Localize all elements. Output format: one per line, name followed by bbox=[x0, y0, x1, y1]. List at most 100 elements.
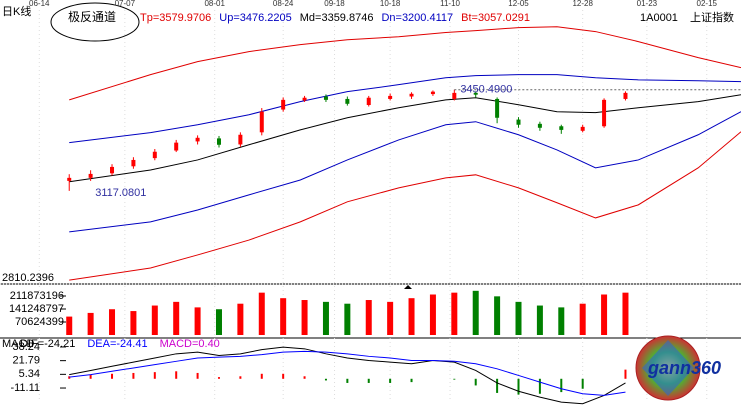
volume-bar bbox=[344, 303, 351, 335]
x-tick-label: 11-10 bbox=[440, 0, 460, 8]
channel-line bbox=[69, 131, 741, 281]
symbol: 1A0001 bbox=[640, 12, 678, 24]
volume-bar bbox=[87, 312, 94, 335]
volume-bar bbox=[237, 303, 244, 335]
candle-body bbox=[345, 98, 350, 104]
high-annotation: 3450.4900 bbox=[460, 84, 512, 96]
candle-body bbox=[88, 173, 93, 178]
macd-bar bbox=[303, 376, 306, 379]
candle-body bbox=[67, 177, 72, 181]
marker bbox=[404, 285, 412, 289]
macd-bar bbox=[68, 376, 71, 379]
volume-bar bbox=[130, 311, 137, 335]
macd-bar bbox=[132, 372, 135, 379]
channel-line bbox=[69, 26, 741, 101]
legend-label: DIF=-24.21 bbox=[20, 338, 75, 350]
volume-bar bbox=[472, 290, 479, 335]
volume-bar bbox=[66, 316, 73, 335]
legend-label: Bt=3057.0291 bbox=[461, 12, 530, 24]
candle-body bbox=[602, 99, 607, 127]
volume-bar bbox=[601, 294, 608, 335]
x-tick-label: 12-28 bbox=[572, 0, 593, 8]
volume-bar bbox=[280, 298, 287, 335]
macd-bar bbox=[153, 372, 156, 379]
candle-body bbox=[110, 166, 115, 174]
x-tick-label: 12-05 bbox=[508, 0, 529, 8]
volume-bar bbox=[194, 307, 201, 335]
x-tick-label: 07-07 bbox=[115, 0, 136, 8]
x-tick-label: 01-23 bbox=[637, 0, 658, 8]
candle-body bbox=[323, 96, 328, 100]
volume-bar bbox=[365, 300, 372, 335]
volume-bar bbox=[173, 301, 180, 335]
volume-bar bbox=[558, 307, 565, 335]
macd-bar bbox=[89, 374, 92, 379]
volume-bar bbox=[515, 301, 522, 335]
candle-body bbox=[195, 137, 200, 142]
macd-bar bbox=[111, 373, 114, 379]
macd-bar bbox=[453, 378, 456, 380]
volume-bar bbox=[494, 296, 501, 335]
macd-bar bbox=[624, 369, 627, 379]
channel-line bbox=[69, 94, 741, 183]
y-tick-label: 70624399 bbox=[15, 316, 64, 328]
x-tick-label: 10-18 bbox=[380, 0, 401, 8]
volume-bar bbox=[429, 294, 436, 335]
y-tick-label: 5.34 bbox=[19, 368, 40, 380]
y-tick-label: 141248797 bbox=[9, 303, 64, 315]
macd-bar bbox=[538, 378, 541, 394]
candle-body bbox=[559, 126, 564, 130]
candle-body bbox=[152, 151, 157, 159]
volume-bar bbox=[536, 305, 543, 335]
candle-body bbox=[409, 93, 414, 97]
macd-bar bbox=[217, 377, 220, 379]
candle-body bbox=[495, 98, 500, 118]
macd-bar bbox=[581, 378, 584, 389]
volume-bar bbox=[408, 298, 415, 335]
y-tick-label: 2810.2396 bbox=[2, 272, 54, 284]
candle-body bbox=[473, 92, 478, 95]
legend-label: Tp=3579.9706 bbox=[140, 12, 211, 24]
candle-body bbox=[537, 123, 542, 128]
macd-bar bbox=[410, 378, 413, 383]
x-tick-label: 08-01 bbox=[204, 0, 225, 8]
logo-text: gann360 bbox=[647, 358, 721, 378]
x-tick-label: 06-14 bbox=[29, 0, 50, 8]
volume-bar bbox=[301, 300, 308, 335]
macd-bar bbox=[260, 373, 263, 379]
macd-bar bbox=[239, 376, 242, 379]
macd-bar bbox=[517, 378, 520, 395]
legend-label: DEA=-24.41 bbox=[87, 338, 147, 350]
period-label: 日K线 bbox=[2, 4, 31, 18]
macd-bar bbox=[496, 378, 499, 393]
legend-label: Md=3359.8746 bbox=[300, 12, 374, 24]
macd-bar bbox=[474, 378, 477, 386]
channel-line bbox=[69, 111, 741, 233]
volume-bar bbox=[151, 305, 158, 335]
x-tick-label: 09-18 bbox=[324, 0, 345, 8]
candle-body bbox=[174, 142, 179, 151]
macd-bar bbox=[324, 378, 327, 381]
x-tick-label: 02-15 bbox=[697, 0, 718, 8]
candle-body bbox=[452, 92, 457, 99]
volume-bar bbox=[215, 309, 222, 335]
volume-bar bbox=[387, 301, 394, 335]
macd-bar bbox=[560, 378, 563, 393]
macd-bar bbox=[389, 378, 392, 383]
legend-label: Up=3476.2205 bbox=[219, 12, 291, 24]
candle-body bbox=[216, 138, 221, 145]
candle-body bbox=[302, 97, 307, 101]
candle-body bbox=[259, 111, 264, 133]
y-tick-label: 38.24 bbox=[12, 341, 40, 353]
volume-bar bbox=[579, 303, 586, 335]
title-ellipse bbox=[50, 2, 140, 42]
legend-label: MACD=0.40 bbox=[160, 338, 220, 350]
macd-bar bbox=[367, 378, 370, 383]
candle-body bbox=[388, 95, 393, 99]
volume-bar bbox=[258, 292, 265, 335]
volume-bar bbox=[622, 292, 629, 335]
low-annotation: 3117.0801 bbox=[95, 187, 146, 199]
macd-bar bbox=[196, 372, 199, 379]
candle-body bbox=[131, 159, 136, 167]
indicator-title: 极反通道 bbox=[68, 10, 116, 24]
